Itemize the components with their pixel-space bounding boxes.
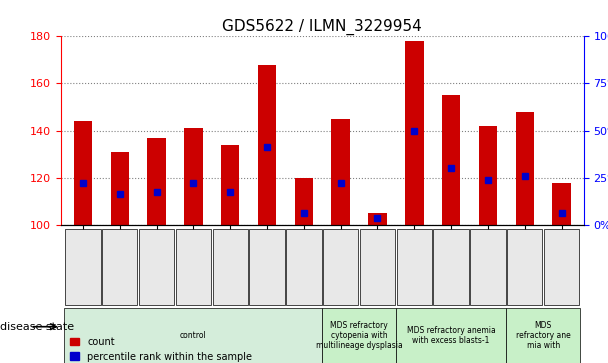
Bar [478, 126, 497, 225]
Bar [442, 95, 460, 225]
Title: GDS5622 / ILMN_3229954: GDS5622 / ILMN_3229954 [223, 19, 422, 35]
FancyBboxPatch shape [360, 229, 395, 305]
Text: disease state: disease state [0, 322, 74, 332]
Text: MDS
refractory ane
mia with: MDS refractory ane mia with [516, 321, 570, 350]
Bar [147, 138, 166, 225]
FancyBboxPatch shape [64, 308, 322, 363]
Bar [295, 178, 313, 225]
FancyBboxPatch shape [470, 229, 506, 305]
FancyBboxPatch shape [323, 229, 358, 305]
FancyBboxPatch shape [213, 229, 248, 305]
Bar [258, 65, 276, 225]
FancyBboxPatch shape [286, 229, 322, 305]
Bar [221, 145, 240, 225]
Bar [368, 213, 387, 225]
Bar [405, 41, 424, 225]
FancyBboxPatch shape [139, 229, 174, 305]
FancyBboxPatch shape [434, 229, 469, 305]
Bar [184, 128, 202, 225]
Text: MDS refractory
cytopenia with
multilineage dysplasia: MDS refractory cytopenia with multilinea… [316, 321, 402, 350]
FancyBboxPatch shape [65, 229, 100, 305]
Bar [111, 152, 129, 225]
FancyBboxPatch shape [506, 308, 580, 363]
Bar [331, 119, 350, 225]
FancyBboxPatch shape [102, 229, 137, 305]
Text: control: control [180, 331, 207, 340]
FancyBboxPatch shape [396, 308, 506, 363]
Text: MDS refractory anemia
with excess blasts-1: MDS refractory anemia with excess blasts… [407, 326, 496, 345]
Legend: count, percentile rank within the sample: count, percentile rank within the sample [66, 333, 256, 363]
Bar [74, 121, 92, 225]
FancyBboxPatch shape [544, 229, 579, 305]
FancyBboxPatch shape [249, 229, 285, 305]
Bar [516, 112, 534, 225]
FancyBboxPatch shape [396, 229, 432, 305]
FancyBboxPatch shape [507, 229, 542, 305]
FancyBboxPatch shape [176, 229, 211, 305]
Bar [553, 183, 571, 225]
FancyBboxPatch shape [322, 308, 396, 363]
